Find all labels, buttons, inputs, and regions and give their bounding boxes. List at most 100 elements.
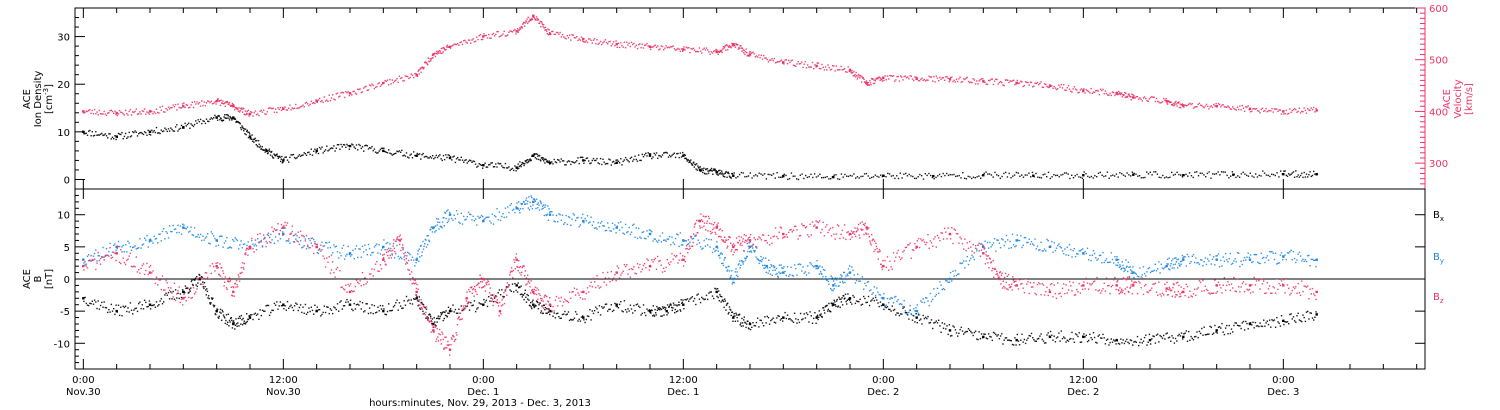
- ion-density-trace-dot: [214, 114, 216, 117]
- velocity-trace-dot: [1217, 103, 1220, 105]
- bz-trace-dot: [184, 296, 186, 299]
- velocity-trace-dot: [766, 58, 768, 61]
- velocity-point: [982, 80, 985, 83]
- ion-density-trace-dot: [308, 151, 310, 153]
- velocity-trace-dot: [1036, 81, 1039, 84]
- ion-density-trace-dot: [694, 164, 697, 166]
- ion-density-trace-dot: [1005, 171, 1007, 174]
- velocity-trace-dot: [1024, 81, 1027, 83]
- bx-trace-dot: [422, 303, 425, 306]
- by-trace-dot: [756, 247, 758, 249]
- bx-trace-dot: [1261, 325, 1264, 328]
- by-trace-dot: [235, 238, 237, 240]
- bz-trace-dot: [138, 269, 140, 271]
- ion-density-trace-dot: [436, 156, 439, 159]
- bx-trace-dot: [472, 304, 474, 306]
- velocity-trace-dot: [1078, 91, 1080, 94]
- velocity-trace-dot: [174, 103, 177, 106]
- velocity-trace-dot: [1109, 92, 1111, 95]
- bx-trace-dot: [985, 337, 987, 339]
- velocity-trace-dot: [1147, 100, 1149, 102]
- by-trace-dot: [888, 302, 890, 304]
- velocity-trace-dot: [546, 33, 548, 35]
- bx-trace-dot: [521, 296, 523, 298]
- bx-trace-dot: [1292, 316, 1295, 318]
- ion-density-trace-dot: [676, 153, 678, 155]
- bx-trace-dot: [1243, 329, 1246, 331]
- velocity-trace-dot: [623, 41, 626, 43]
- bx-trace-dot: [1016, 333, 1018, 336]
- by-trace-dot: [1124, 267, 1126, 270]
- ion-density-trace-dot: [640, 159, 642, 162]
- by-trace-dot: [199, 233, 202, 236]
- by-trace-dot: [391, 254, 393, 256]
- velocity-point: [248, 112, 252, 116]
- ion-density-trace-dot: [649, 153, 652, 155]
- velocity-trace-dot: [533, 16, 535, 19]
- by-trace-dot: [774, 266, 776, 268]
- velocity-trace-dot: [734, 46, 737, 48]
- bx-trace-dot: [258, 318, 260, 320]
- velocity-trace-dot: [91, 109, 93, 112]
- by-trace-dot: [544, 206, 546, 208]
- ion-density-trace-dot: [1115, 173, 1118, 175]
- ion-density-trace-dot: [508, 166, 510, 168]
- ion-density-trace-dot: [552, 163, 554, 165]
- bx-trace-dot: [1293, 320, 1296, 322]
- bx-trace-dot: [238, 315, 241, 318]
- ion-density-trace-dot: [525, 159, 528, 161]
- bx-trace-dot: [1183, 333, 1185, 335]
- ion-density-trace-dot: [382, 147, 384, 149]
- bx-trace-dot: [1286, 321, 1289, 323]
- bx-trace-dot: [922, 314, 924, 317]
- by-trace-dot: [368, 248, 371, 250]
- bx-trace-dot: [1313, 319, 1315, 321]
- velocity-trace-dot: [349, 92, 352, 95]
- bx-trace-dot: [551, 310, 553, 313]
- axis-label-superscript: -3: [42, 88, 50, 95]
- by-trace-dot: [890, 297, 892, 299]
- ion-density-trace-dot: [166, 130, 168, 133]
- velocity-trace-dot: [715, 48, 717, 51]
- bx-trace-dot: [828, 302, 830, 305]
- ion-density-trace-dot: [420, 158, 422, 160]
- velocity-trace-dot: [455, 43, 458, 46]
- by-trace-dot: [769, 273, 772, 275]
- ion-density-trace-dot: [448, 154, 451, 157]
- bx-trace-dot: [1123, 342, 1126, 345]
- bz-trace-dot: [114, 252, 116, 255]
- by-trace-dot: [1066, 246, 1068, 248]
- by-trace-dot: [259, 241, 261, 243]
- ion-density-trace-dot: [1012, 175, 1014, 177]
- bx-trace-dot: [965, 330, 967, 333]
- by-trace-dot: [1259, 262, 1261, 265]
- bx-trace-dot: [1146, 344, 1148, 346]
- by-trace-dot: [832, 280, 835, 282]
- ion-density-trace-dot: [103, 134, 105, 136]
- bx-trace-dot: [860, 304, 862, 306]
- by-trace-dot: [415, 261, 417, 264]
- velocity-trace-dot: [113, 112, 115, 114]
- bx-trace-dot: [353, 302, 355, 305]
- ion-density-trace-dot: [261, 146, 263, 148]
- velocity-trace-dot: [713, 50, 715, 53]
- ion-density-trace-dot: [1228, 177, 1230, 179]
- ion-density-trace-dot: [193, 123, 196, 126]
- bx-trace-dot: [184, 292, 186, 294]
- velocity-trace-dot: [1089, 92, 1091, 94]
- velocity-trace-dot: [547, 28, 549, 30]
- bx-trace-dot: [449, 308, 452, 310]
- by-trace-dot: [1181, 254, 1184, 257]
- bx-point: [848, 297, 852, 300]
- ion-density-trace-dot: [1256, 176, 1259, 178]
- by-trace-dot: [357, 256, 359, 259]
- by-trace-dot: [311, 237, 314, 239]
- ion-density-trace-dot: [1174, 173, 1176, 176]
- bx-trace-dot: [236, 325, 238, 327]
- by-trace-dot: [824, 277, 826, 280]
- bx-trace-dot: [546, 312, 548, 314]
- velocity-trace-dot: [552, 30, 554, 33]
- velocity-trace-dot: [516, 28, 519, 30]
